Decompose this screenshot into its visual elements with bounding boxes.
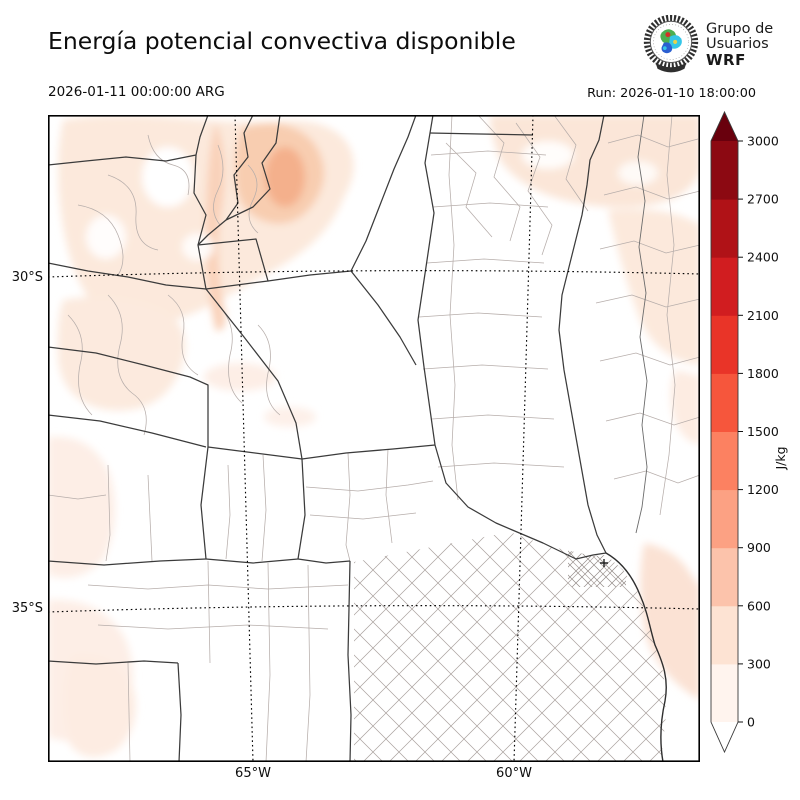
- x-tick-65w: 65°W: [235, 766, 271, 781]
- x-tick-60w: 60°W: [496, 766, 532, 781]
- svg-text:3000: 3000: [747, 134, 779, 149]
- svg-text:1500: 1500: [747, 424, 779, 439]
- run-time-label: Run: 2026-01-10 18:00:00: [587, 86, 756, 101]
- y-tick-35s: 35°S: [11, 601, 43, 616]
- uruguay-river-border: [635, 115, 648, 534]
- svg-text:2400: 2400: [747, 250, 779, 265]
- svg-text:1800: 1800: [747, 366, 779, 381]
- valid-time-label: 2026-01-11 00:00:00 ARG: [48, 84, 225, 100]
- province-borders: [48, 115, 607, 762]
- logo-line-1: Grupo de: [706, 20, 774, 37]
- map-frame: [48, 115, 700, 762]
- page-title: Energía potencial convectiva disponible: [48, 27, 516, 55]
- buenos-aires-mesh: [354, 532, 666, 762]
- svg-text:0: 0: [747, 715, 755, 730]
- wrf-users-group-logo: Grupo de Usuarios WRF: [643, 15, 773, 75]
- svg-text:2100: 2100: [747, 308, 779, 323]
- cape-shading-patches: [48, 115, 700, 758]
- svg-text:300: 300: [747, 656, 771, 671]
- svg-text:600: 600: [747, 598, 771, 613]
- emblem-model-blob: [660, 29, 682, 54]
- svg-text:1200: 1200: [747, 482, 779, 497]
- y-tick-30s: 30°S: [11, 270, 43, 285]
- svg-text:900: 900: [747, 540, 771, 555]
- colorbar-segments: [710, 110, 739, 754]
- map-panel: [48, 115, 700, 762]
- coastline: [605, 552, 667, 762]
- logo-line-3: WRF: [706, 50, 746, 69]
- globe-emblem-icon: [643, 15, 699, 73]
- colorbar-unit-label: J/kg: [773, 446, 788, 470]
- colorbar-ticks: 0 300 600 900 1200 1500 1800 2100 2400 2700 3000: [738, 134, 779, 730]
- department-borders: [48, 115, 700, 762]
- svg-text:2700: 2700: [747, 192, 779, 207]
- city-marker-icon: [600, 559, 608, 567]
- colorbar: 0 300 600 900 1200 1500 1800 2100 2400 2700 3000 J…: [705, 108, 800, 768]
- logo-text: Grupo de Usuarios WRF: [706, 20, 774, 69]
- logo-line-2: Usuarios: [706, 36, 769, 53]
- map-svg: [48, 115, 700, 762]
- colorbar-svg: 0 300 600 900 1200 1500 1800 2100 2400 2700 3000 J…: [710, 110, 788, 754]
